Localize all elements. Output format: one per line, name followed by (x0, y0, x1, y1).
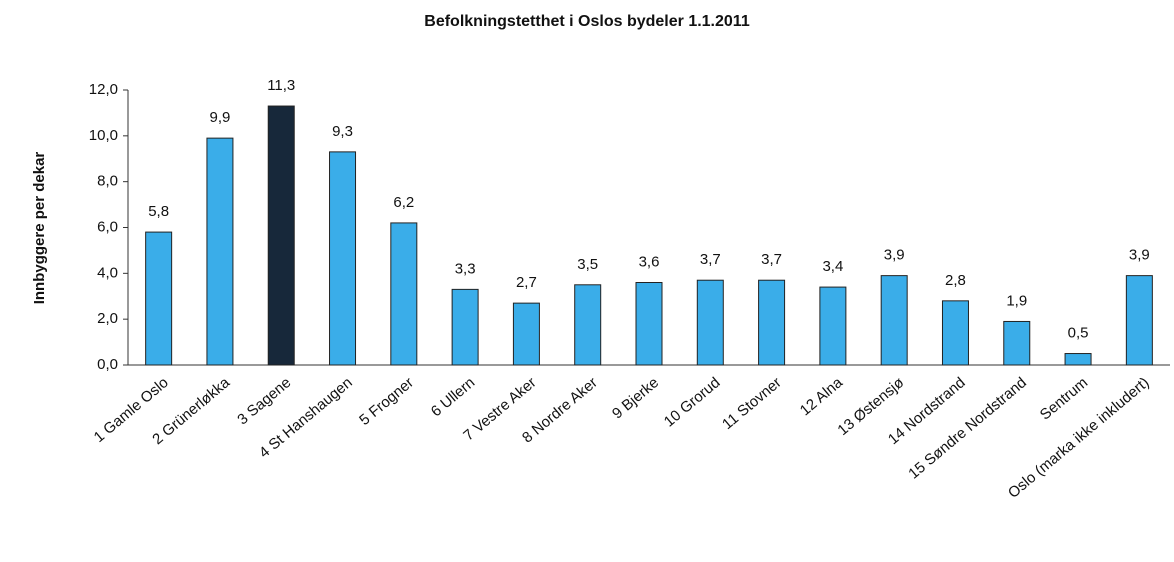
data-label: 9,9 (210, 109, 231, 126)
y-tick-label: 12,0 (89, 81, 118, 98)
data-label: 0,5 (1068, 325, 1089, 342)
bar (145, 231, 173, 366)
bar (329, 151, 357, 366)
x-tick-label: 11 Stovner (719, 374, 785, 433)
data-label: 3,9 (1129, 247, 1150, 264)
data-label: 3,3 (455, 260, 476, 277)
data-label: 5,8 (148, 203, 169, 220)
bar (206, 137, 234, 366)
data-label: 2,8 (945, 272, 966, 289)
data-label: 2,7 (516, 274, 537, 291)
y-axis-label: Innbyggere per dekar (31, 152, 48, 305)
data-label: 3,6 (639, 253, 660, 270)
x-tick-label: 5 Frogner (356, 374, 417, 429)
data-label: 1,9 (1006, 292, 1027, 309)
x-tick-label: 3 Sagene (234, 374, 294, 428)
bar (696, 279, 724, 366)
y-tick-label: 4,0 (97, 264, 118, 281)
y-tick-label: 10,0 (89, 127, 118, 144)
data-label: 9,3 (332, 123, 353, 140)
bar (390, 222, 418, 366)
y-tick-label: 0,0 (97, 356, 118, 373)
x-tick-label: 6 Ullern (428, 374, 479, 420)
data-label: 3,9 (884, 247, 905, 264)
bar (1125, 275, 1153, 366)
bar (635, 282, 663, 366)
bar (880, 275, 908, 366)
y-tick-label: 2,0 (97, 310, 118, 327)
data-label: 3,7 (761, 251, 782, 268)
y-tick-label: 6,0 (97, 218, 118, 235)
bar (1064, 353, 1092, 366)
data-label: 3,4 (822, 258, 843, 275)
data-label: 3,5 (577, 256, 598, 273)
bar (819, 286, 847, 366)
x-tick-label: 15 Søndre Nordstrand (905, 374, 1030, 482)
y-tick-label: 8,0 (97, 173, 118, 190)
x-tick-label: Sentrum (1037, 374, 1091, 423)
x-tick-label: 12 Alna (797, 374, 847, 420)
chart-title: Befolkningstetthet i Oslos bydeler 1.1.2… (424, 13, 750, 30)
bar (758, 279, 786, 366)
x-tick-label: 9 Bjerke (609, 374, 662, 422)
bar (451, 288, 479, 366)
bar (574, 284, 602, 366)
x-tick-label: 10 Grorud (661, 374, 724, 430)
data-label: 6,2 (393, 194, 414, 211)
bar (1003, 320, 1031, 366)
data-label: 3,7 (700, 251, 721, 268)
bar (512, 302, 540, 366)
bar (267, 105, 295, 366)
data-label: 11,3 (267, 77, 295, 94)
bar (941, 300, 969, 366)
